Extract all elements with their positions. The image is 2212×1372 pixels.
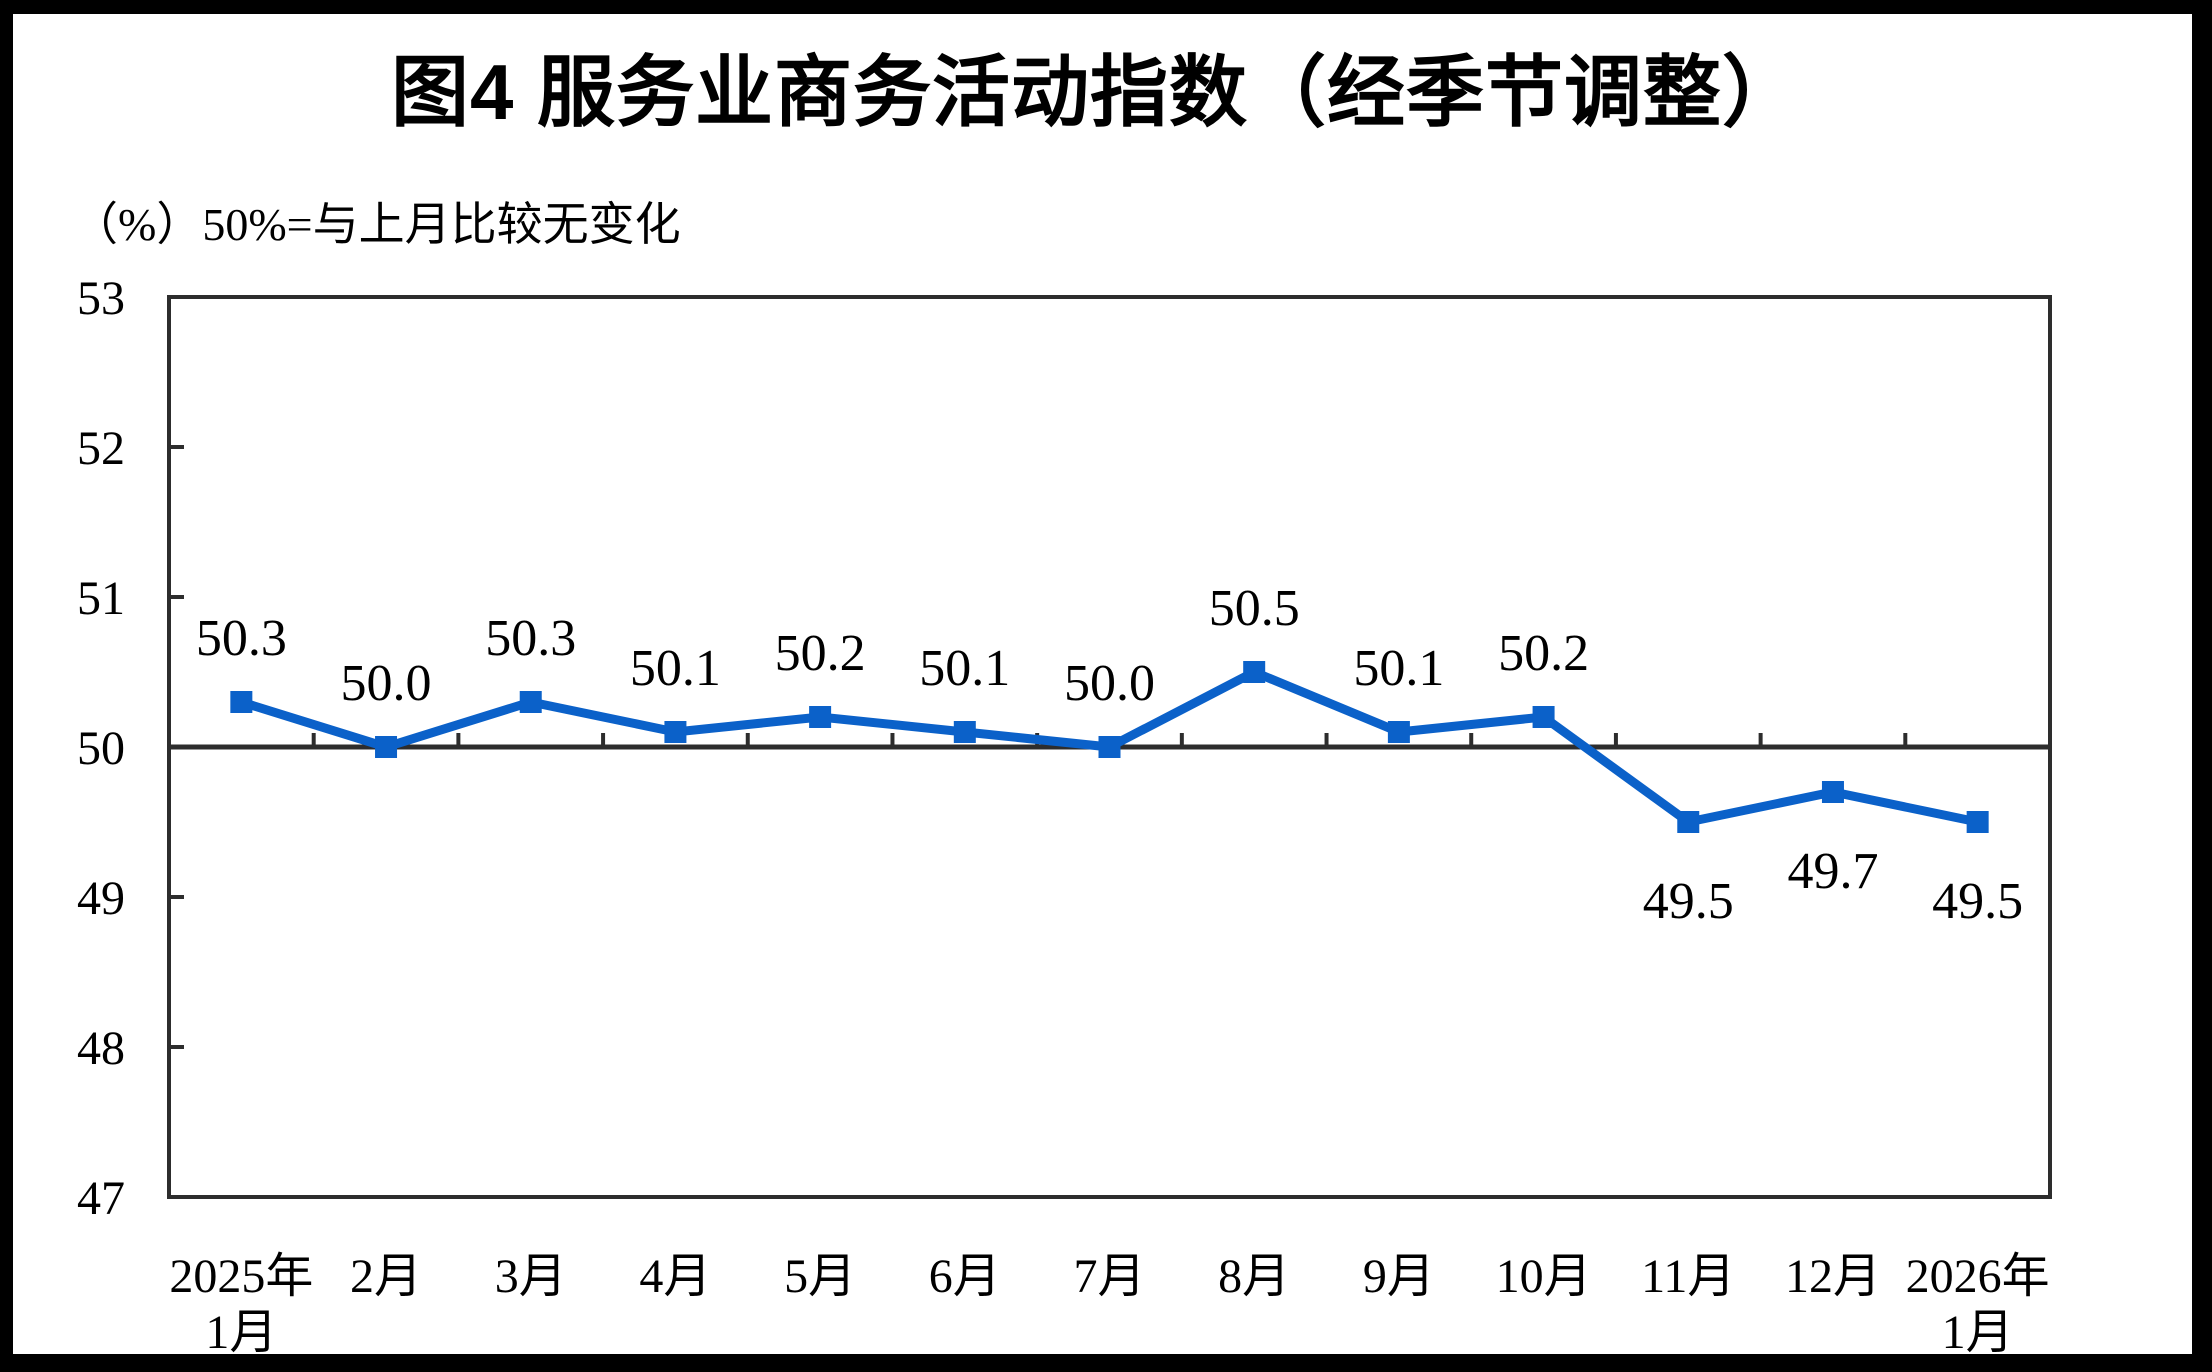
data-point-marker	[519, 691, 542, 713]
y-axis-tick-label: 47	[77, 1172, 125, 1225]
data-point-marker	[664, 721, 687, 743]
data-point-marker	[809, 706, 832, 728]
x-axis-tick-label: 6月	[929, 1250, 1001, 1303]
data-label: 49.5	[1643, 873, 1734, 930]
x-axis-tick-label: 5月	[784, 1250, 856, 1303]
data-point-marker	[953, 721, 976, 743]
data-label: 50.2	[1498, 625, 1589, 682]
x-axis-tick-label: 10月	[1496, 1250, 1592, 1303]
data-label: 50.1	[1353, 640, 1444, 697]
x-axis-tick-label: 4月	[639, 1250, 711, 1303]
chart-title: 图4 服务业商务活动指数（经季节调整）	[390, 48, 1802, 136]
data-label: 50.3	[485, 610, 576, 667]
y-axis-tick-label: 51	[77, 572, 125, 625]
y-axis-tick-label: 52	[77, 422, 125, 475]
data-point-marker	[1821, 781, 1844, 803]
y-axis-tick-label: 49	[77, 872, 125, 925]
x-axis-tick-label: 3月	[495, 1250, 567, 1303]
data-label: 49.7	[1787, 843, 1878, 900]
y-axis: 47 48 49 50 51 52 53	[77, 272, 184, 1225]
data-point-marker	[1677, 811, 1700, 833]
x-axis-tick-label: 2025年	[169, 1250, 313, 1303]
x-axis-tick-label: 12月	[1785, 1250, 1881, 1303]
data-label: 50.2	[775, 625, 866, 682]
data-point-marker	[375, 736, 398, 758]
x-axis-tick-label: 7月	[1073, 1250, 1145, 1303]
chart-canvas	[13, 14, 2192, 1354]
data-label: 49.5	[1932, 873, 2023, 930]
data-label: 50.5	[1209, 580, 1300, 637]
x-axis-tick-label: 8月	[1218, 1250, 1290, 1303]
axis-unit-note: （%）50%=与上月比较无变化	[72, 199, 681, 250]
y-axis-tick-label: 48	[77, 1022, 125, 1075]
data-point-marker	[1966, 811, 1989, 833]
data-label: 50.1	[630, 640, 721, 697]
x-axis-tick-label: 9月	[1363, 1250, 1435, 1303]
x-axis-tick-label: 11月	[1641, 1250, 1735, 1303]
data-label: 50.1	[919, 640, 1010, 697]
data-point-marker	[1243, 661, 1266, 683]
series: 50.3 50.0 50.3 50.1 50.2 50.1 50.0 50.5 50.1 50.2…	[196, 580, 2023, 930]
data-point-marker	[1098, 736, 1121, 758]
x-axis-tick-label: 1月	[205, 1306, 277, 1359]
y-axis-tick-label: 50	[77, 722, 125, 775]
x-axis-tick-label: 2026年	[1906, 1250, 2050, 1303]
data-point-marker	[1532, 706, 1555, 728]
data-point-marker	[1387, 721, 1410, 743]
data-label: 50.0	[341, 655, 432, 712]
x-axis-tick-label: 1月	[1942, 1306, 2014, 1359]
data-label: 50.3	[196, 610, 287, 667]
data-point-marker	[230, 691, 253, 713]
y-axis-tick-label: 53	[77, 272, 125, 325]
data-label: 50.0	[1064, 655, 1155, 712]
x-axis-tick-label: 2月	[350, 1250, 422, 1303]
